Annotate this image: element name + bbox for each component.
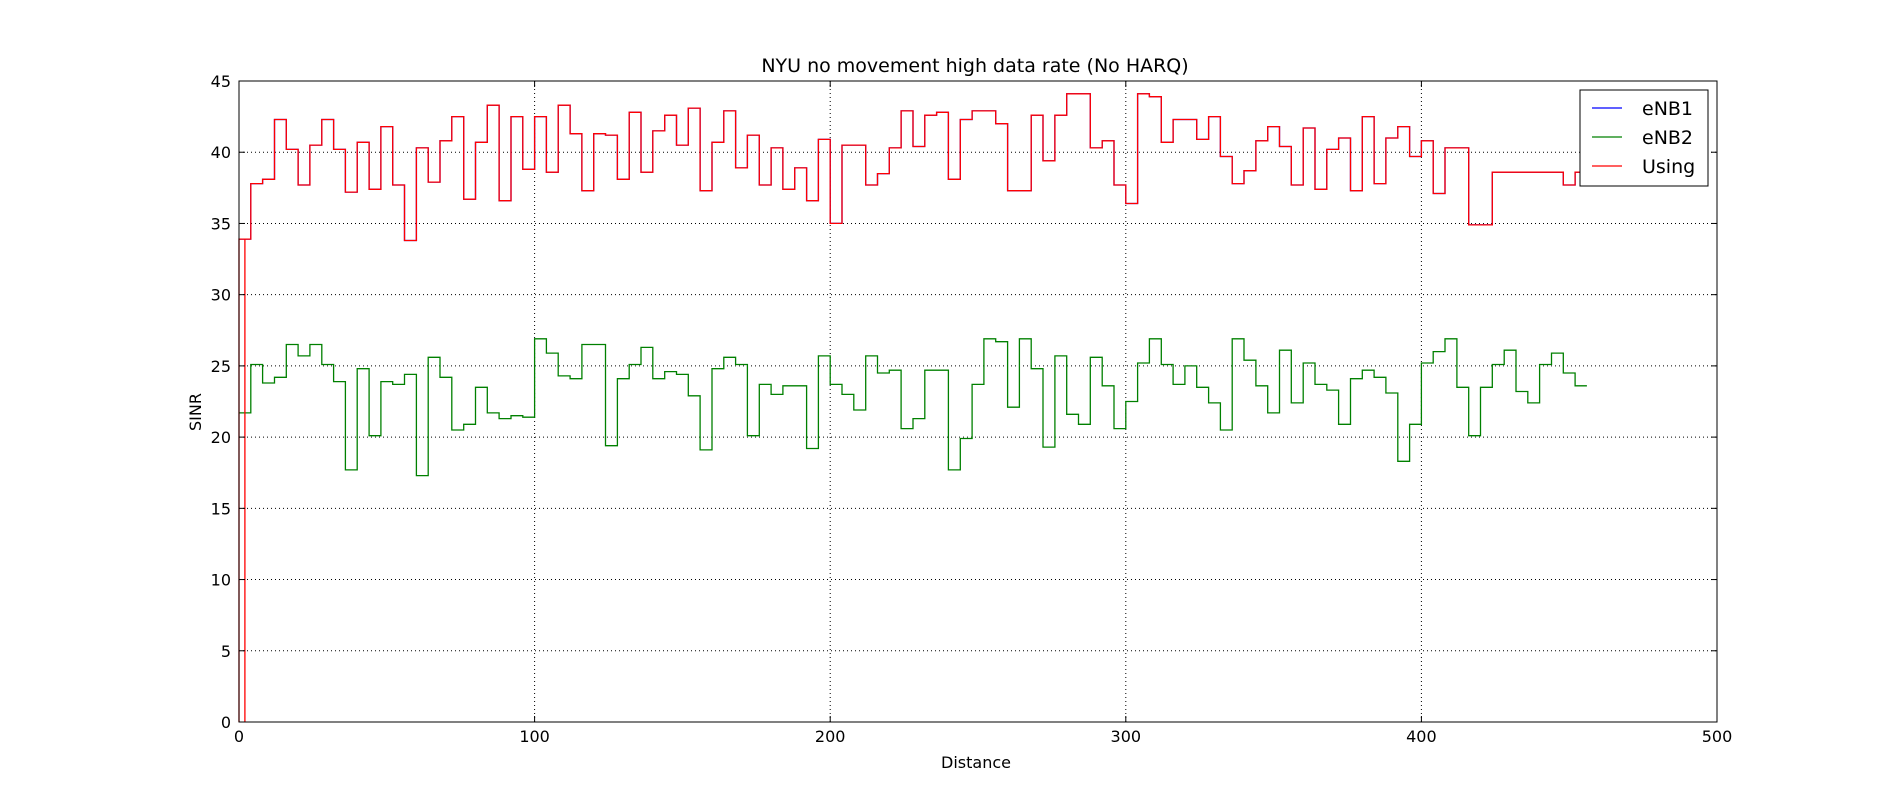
y-axis-label: SINR	[186, 393, 205, 431]
y-tick-label: 20	[211, 428, 231, 447]
x-tick-label: 400	[1406, 727, 1437, 746]
series-line-using	[238, 93, 1587, 722]
y-tick-label: 35	[211, 214, 231, 233]
y-tick-label: 15	[211, 499, 231, 518]
axis-ticks: 0 100 200 300 400 500 0 5 10 15 20 25 30 35 40 45	[211, 72, 1733, 746]
series-layer	[238, 93, 1587, 722]
x-axis-label: Distance	[941, 753, 1011, 772]
series-line-enb2	[239, 338, 1587, 477]
x-tick-label: 0	[234, 727, 244, 746]
y-tick-label: 10	[211, 571, 231, 590]
y-tick-label: 45	[211, 72, 231, 91]
y-tick-label: 5	[221, 642, 231, 661]
legend-box	[1579, 89, 1709, 187]
legend-label-enb1: eNB1	[1642, 98, 1693, 120]
chart-title: NYU no movement high data rate (No HARQ)	[761, 55, 1188, 77]
y-tick-label: 0	[221, 713, 231, 732]
x-tick-label: 300	[1111, 727, 1142, 746]
legend-label-enb2: eNB2	[1642, 127, 1693, 149]
x-tick-label: 500	[1702, 727, 1733, 746]
y-tick-label: 40	[211, 143, 231, 162]
x-tick-label: 200	[815, 727, 846, 746]
legend: eNB1 eNB2 Using	[1579, 89, 1709, 187]
y-tick-label: 25	[211, 357, 231, 376]
grid	[239, 81, 1717, 722]
legend-label-using: Using	[1642, 156, 1695, 178]
x-tick-label: 100	[519, 727, 550, 746]
y-tick-label: 30	[211, 286, 231, 305]
plot-frame	[238, 80, 1718, 723]
